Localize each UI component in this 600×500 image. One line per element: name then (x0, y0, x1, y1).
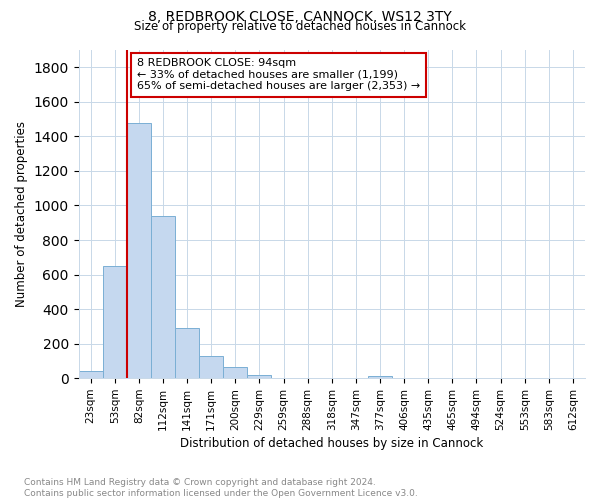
Bar (127, 122, 151, 378)
Bar (151, 216, 175, 378)
Bar (79, 372, 103, 378)
Bar (368, 376, 392, 378)
Text: 8 REDBROOK CLOSE: 94sqm
← 33% of detached houses are smaller (1,199)
65% of semi: 8 REDBROOK CLOSE: 94sqm ← 33% of detache… (137, 58, 420, 92)
Text: Contains HM Land Registry data © Crown copyright and database right 2024.
Contai: Contains HM Land Registry data © Crown c… (24, 478, 418, 498)
Bar (199, 356, 223, 378)
X-axis label: Distribution of detached houses by size in Cannock: Distribution of detached houses by size … (180, 437, 484, 450)
Bar (247, 375, 271, 378)
Bar (175, 328, 199, 378)
Y-axis label: Number of detached properties: Number of detached properties (15, 121, 28, 307)
Text: 8, REDBROOK CLOSE, CANNOCK, WS12 3TY: 8, REDBROOK CLOSE, CANNOCK, WS12 3TY (148, 10, 452, 24)
Bar (103, 266, 127, 378)
Bar (223, 367, 247, 378)
Text: Size of property relative to detached houses in Cannock: Size of property relative to detached ho… (134, 20, 466, 33)
